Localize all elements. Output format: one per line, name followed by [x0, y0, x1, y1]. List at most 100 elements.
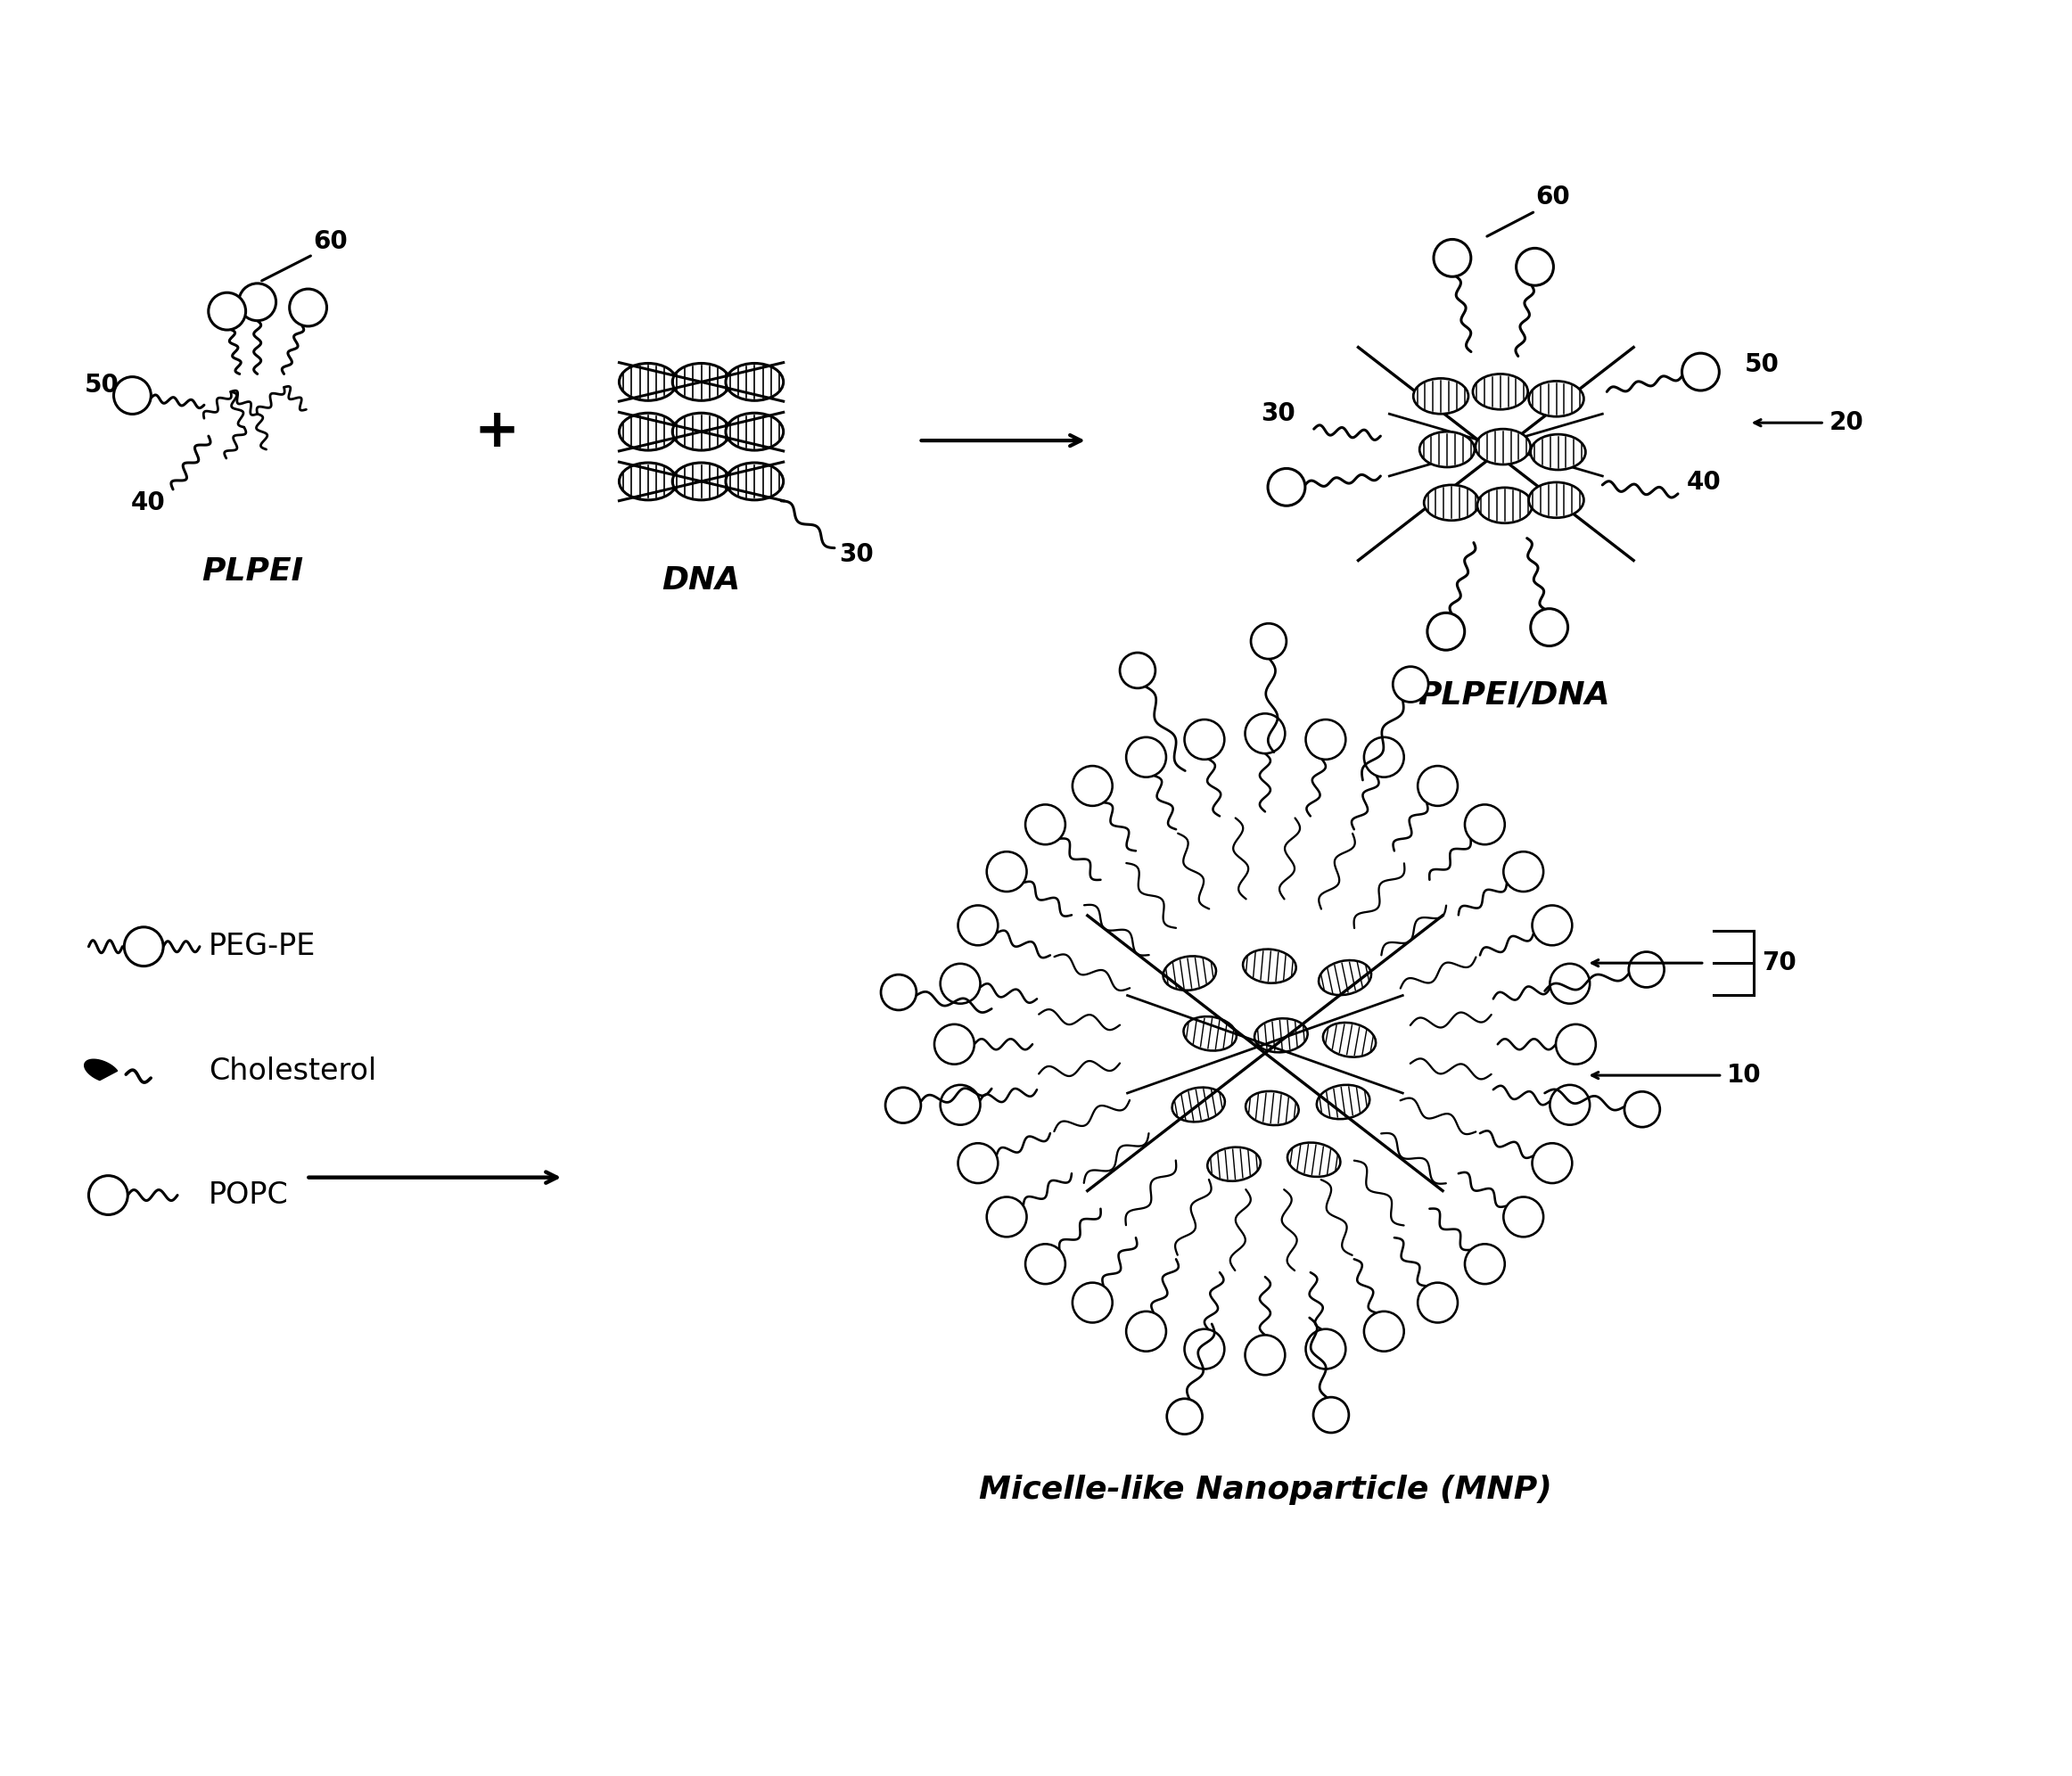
Circle shape [1417, 765, 1459, 806]
Circle shape [114, 377, 151, 414]
Text: DNA: DNA [661, 565, 740, 595]
Ellipse shape [1529, 483, 1583, 519]
Ellipse shape [1477, 488, 1533, 524]
Circle shape [1465, 1243, 1504, 1284]
Ellipse shape [725, 414, 783, 451]
Circle shape [1434, 240, 1471, 277]
Text: 40: 40 [1687, 471, 1722, 496]
Ellipse shape [1531, 435, 1585, 471]
Circle shape [1119, 652, 1156, 687]
Ellipse shape [1245, 1090, 1299, 1126]
Circle shape [941, 1085, 980, 1124]
Text: PEG-PE: PEG-PE [209, 932, 315, 961]
Ellipse shape [1316, 1085, 1370, 1119]
Circle shape [124, 927, 164, 966]
Circle shape [1245, 714, 1285, 753]
Circle shape [1556, 1025, 1595, 1064]
Text: 20: 20 [1830, 410, 1863, 435]
Ellipse shape [1183, 1016, 1237, 1051]
Ellipse shape [1208, 1147, 1260, 1181]
Circle shape [89, 1176, 128, 1215]
Circle shape [1305, 1328, 1345, 1369]
Text: 60: 60 [1535, 185, 1571, 210]
Circle shape [1314, 1398, 1349, 1433]
Circle shape [1392, 666, 1428, 702]
Ellipse shape [1254, 1018, 1307, 1053]
Circle shape [290, 289, 327, 327]
Circle shape [1245, 1336, 1285, 1375]
Circle shape [1465, 805, 1504, 845]
Circle shape [885, 1087, 920, 1122]
Text: 50: 50 [85, 373, 118, 398]
Text: Cholesterol: Cholesterol [209, 1057, 377, 1085]
Ellipse shape [673, 364, 729, 401]
Circle shape [1305, 719, 1345, 760]
Circle shape [1026, 1243, 1065, 1284]
Circle shape [209, 293, 247, 330]
Circle shape [1417, 1282, 1459, 1323]
Ellipse shape [620, 364, 678, 401]
Circle shape [1531, 906, 1573, 945]
Circle shape [957, 1144, 999, 1183]
Circle shape [986, 1197, 1026, 1236]
Circle shape [1363, 1311, 1405, 1352]
Circle shape [881, 975, 916, 1011]
Text: Micelle-like Nanoparticle (MNP): Micelle-like Nanoparticle (MNP) [978, 1474, 1552, 1506]
Circle shape [1251, 623, 1287, 659]
Circle shape [1167, 1399, 1202, 1435]
Circle shape [1517, 249, 1554, 286]
Circle shape [1073, 1282, 1113, 1323]
Text: 30: 30 [839, 542, 874, 567]
Ellipse shape [1324, 1023, 1376, 1057]
Circle shape [1127, 1311, 1167, 1352]
Text: 30: 30 [1260, 401, 1295, 426]
Circle shape [1363, 737, 1405, 778]
Ellipse shape [1419, 432, 1475, 467]
Text: 10: 10 [1726, 1062, 1761, 1089]
Circle shape [1504, 852, 1544, 892]
Circle shape [1185, 1328, 1225, 1369]
Ellipse shape [1475, 430, 1531, 465]
Text: 70: 70 [1763, 950, 1796, 975]
Text: 60: 60 [313, 229, 348, 254]
Circle shape [1073, 765, 1113, 806]
Circle shape [1531, 609, 1569, 646]
Text: PLPEI: PLPEI [203, 556, 305, 586]
Circle shape [1127, 737, 1167, 778]
Text: 40: 40 [131, 490, 166, 515]
Circle shape [934, 1025, 974, 1064]
Text: PLPEI/DNA: PLPEI/DNA [1417, 680, 1610, 710]
Circle shape [1531, 1144, 1573, 1183]
Polygon shape [85, 1058, 118, 1080]
Text: POPC: POPC [209, 1181, 288, 1209]
Circle shape [986, 852, 1026, 892]
Ellipse shape [673, 464, 729, 501]
Ellipse shape [1473, 375, 1527, 410]
Circle shape [1428, 613, 1465, 650]
Circle shape [238, 284, 276, 321]
Ellipse shape [620, 464, 678, 501]
Circle shape [941, 964, 980, 1003]
Ellipse shape [725, 364, 783, 401]
Circle shape [1624, 1092, 1660, 1128]
Circle shape [1268, 469, 1305, 506]
Ellipse shape [1413, 378, 1469, 414]
Text: 50: 50 [1745, 353, 1780, 378]
Ellipse shape [1243, 948, 1297, 984]
Circle shape [1026, 805, 1065, 845]
Ellipse shape [1173, 1087, 1225, 1122]
Circle shape [1682, 353, 1720, 391]
Ellipse shape [1162, 955, 1216, 991]
Ellipse shape [725, 464, 783, 501]
Circle shape [1504, 1197, 1544, 1236]
Circle shape [1550, 1085, 1589, 1124]
Ellipse shape [1529, 382, 1583, 417]
Ellipse shape [620, 414, 678, 451]
Circle shape [1185, 719, 1225, 760]
Ellipse shape [1287, 1142, 1341, 1177]
Circle shape [1550, 964, 1589, 1003]
Ellipse shape [673, 414, 729, 451]
Ellipse shape [1423, 485, 1479, 520]
Circle shape [957, 906, 999, 945]
Ellipse shape [1318, 961, 1372, 995]
